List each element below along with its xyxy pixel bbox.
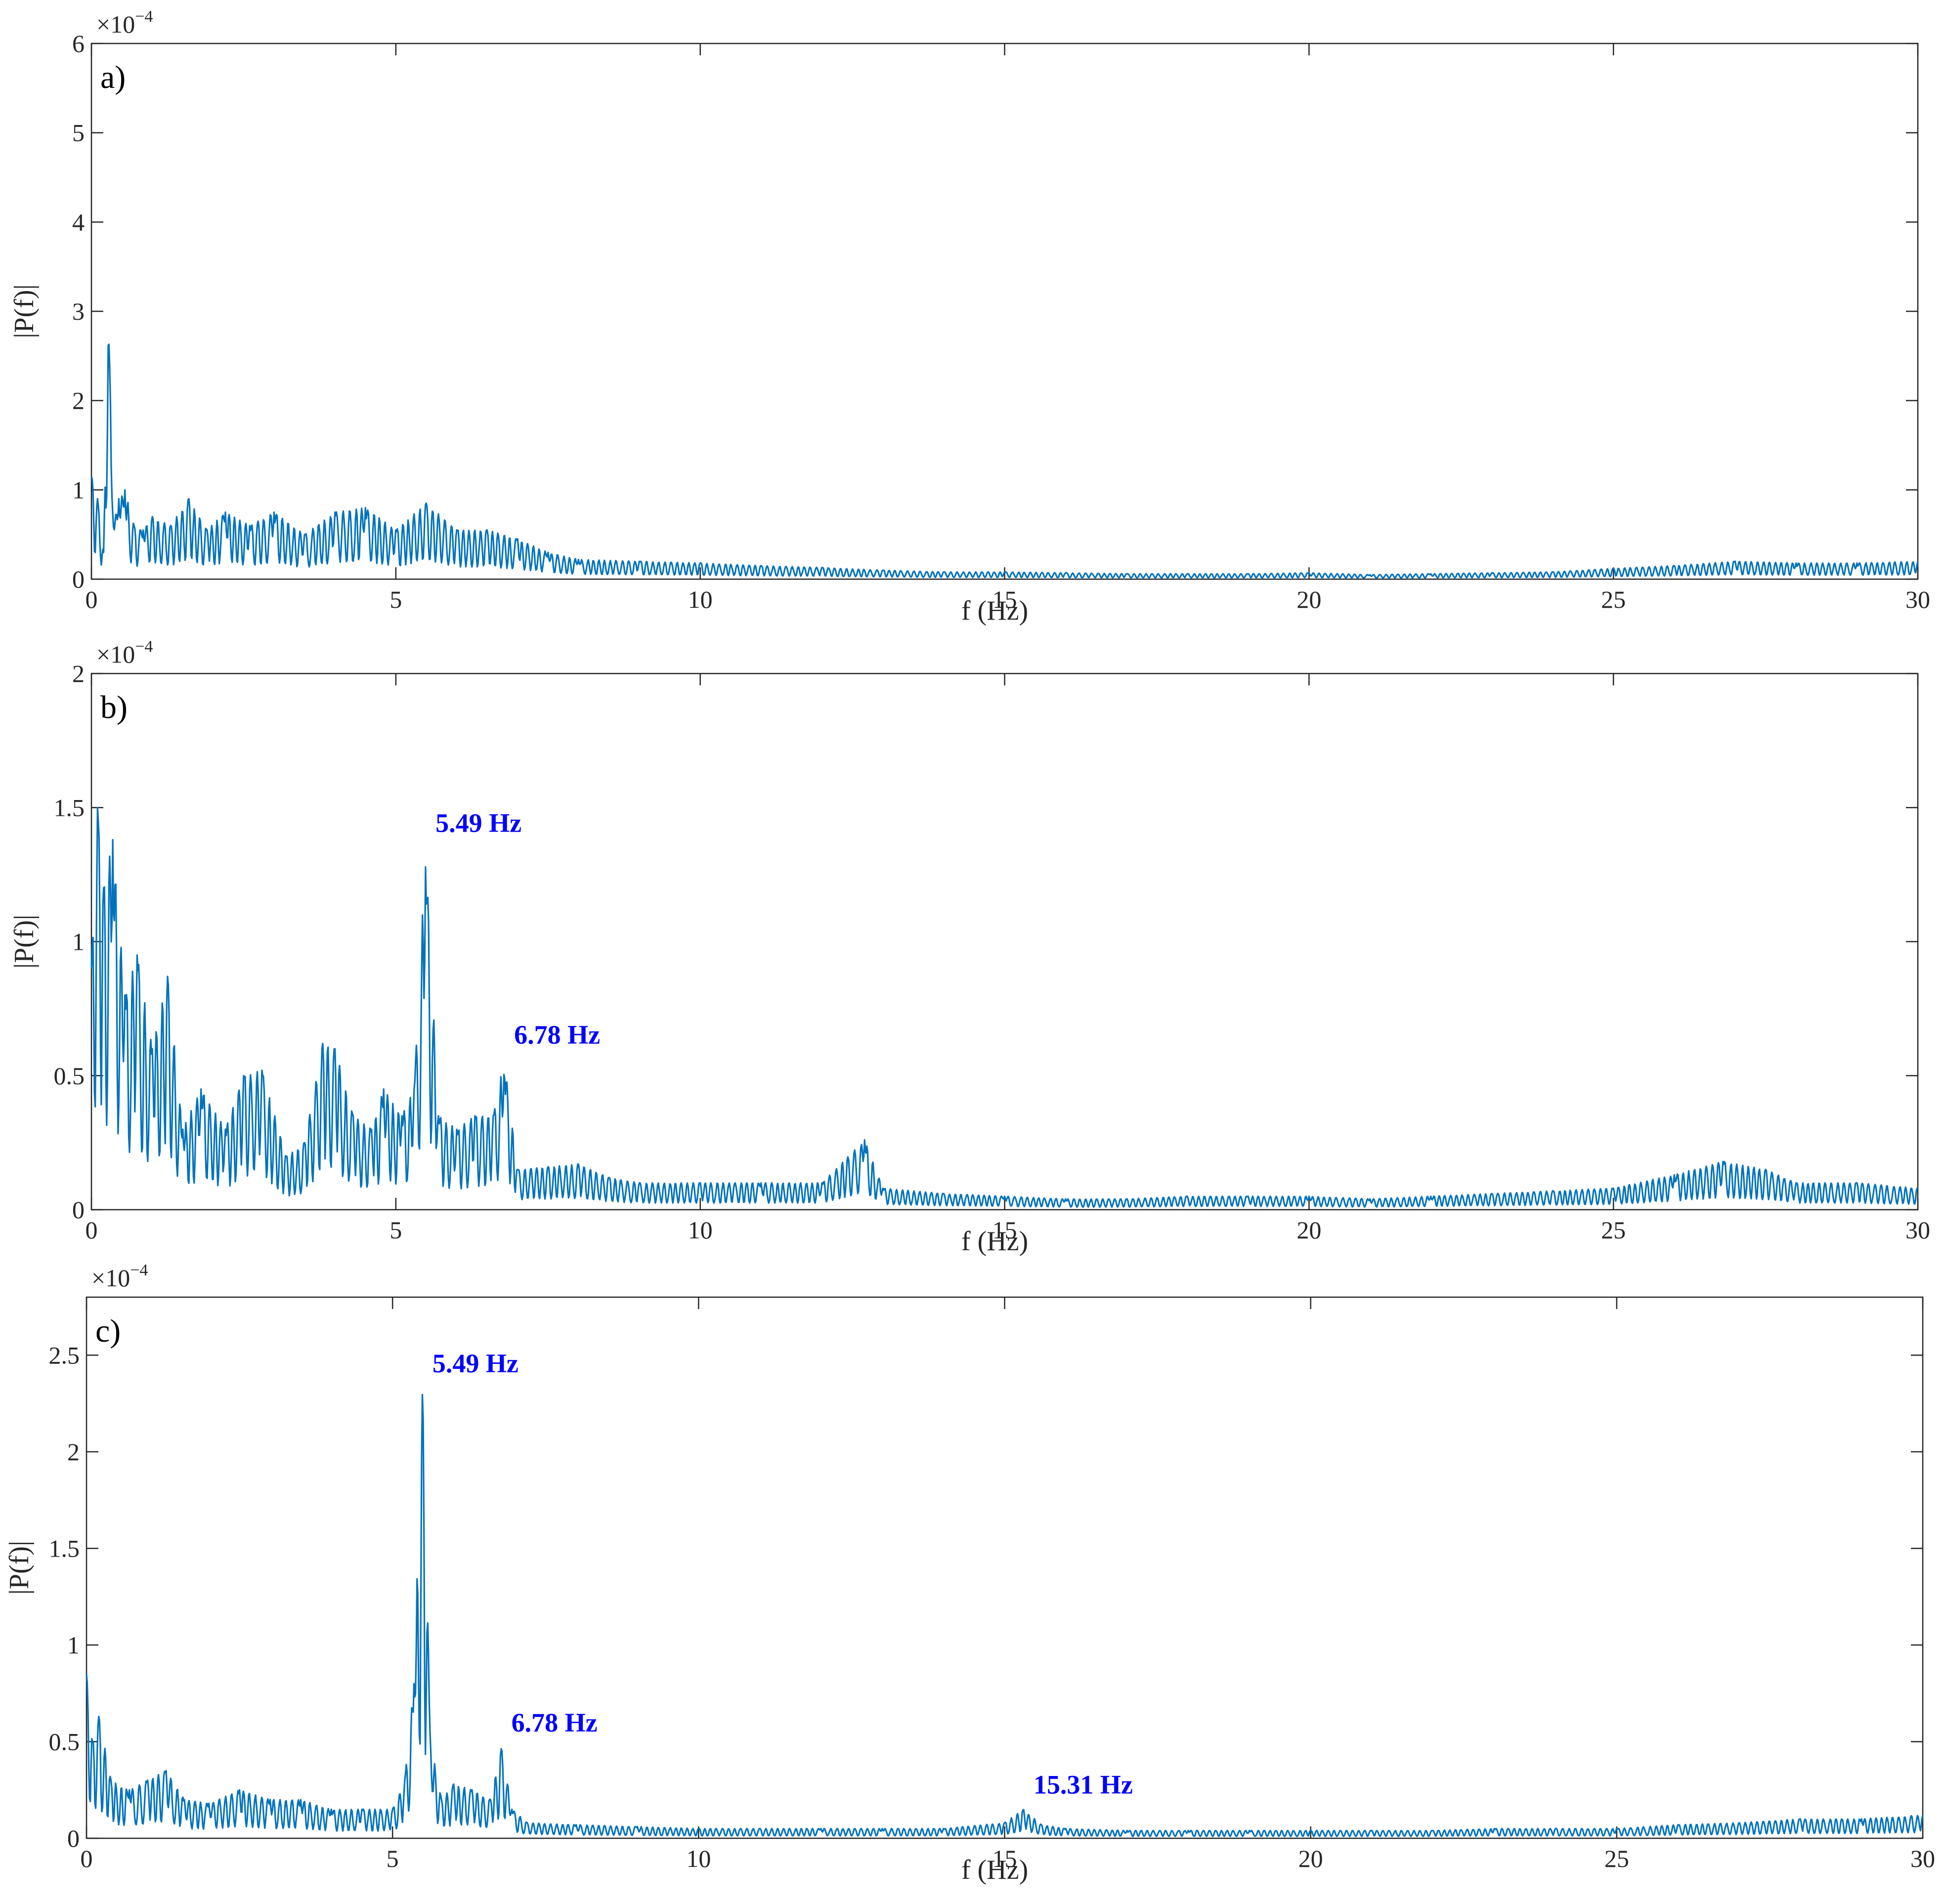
y-tick-label: 1.5 [54, 794, 85, 821]
x-tick-label: 15 [993, 1845, 1017, 1872]
y-exponent-power: −4 [135, 637, 153, 656]
peak-annotation: 5.49 Hz [435, 808, 521, 838]
x-tick-label: 30 [1905, 1216, 1930, 1244]
panel-c: 0 5 10 15 20 25 30 0 0.5 1 1.5 2 2.5 ×10−4 c) f (Hz) |P(… [4, 1261, 1935, 1885]
panel-b: 0 5 10 15 20 25 30 0 0.5 1 1.5 2 ×10−4 b) f (Hz) |P(f)|… [9, 637, 1930, 1257]
peak-annotation: 5.49 Hz [432, 1349, 519, 1378]
y-tick-label: 1 [67, 1631, 80, 1659]
y-tick-label: 1 [72, 928, 85, 956]
x-tick-label: 30 [1905, 586, 1930, 613]
y-exponent-label: ×10−4 [91, 1261, 148, 1292]
y-exponent-power: −4 [135, 7, 153, 26]
series-line [90, 343, 1919, 579]
panel-label: a) [100, 59, 126, 95]
y-tick-label: 1 [72, 476, 85, 504]
x-tick-label: 15 [993, 586, 1017, 613]
panel-label: c) [95, 1313, 121, 1349]
series-line [86, 1394, 1924, 1837]
y-exponent-power: −4 [130, 1261, 148, 1279]
x-tick-label: 20 [1298, 1845, 1323, 1872]
y-tick-label: 6 [72, 30, 85, 57]
y-tick-label: 1.5 [49, 1534, 80, 1562]
y-tick-label: 0 [72, 565, 85, 593]
x-tick-label: 5 [387, 1845, 399, 1872]
y-tick-label: 5 [72, 119, 85, 147]
peak-annotation: 6.78 Hz [514, 1020, 600, 1050]
plot-frame [86, 1296, 1924, 1839]
x-tick-label: 25 [1604, 1845, 1629, 1872]
series-line [90, 806, 1918, 1208]
y-tick-label: 2 [72, 660, 85, 687]
x-tick-label: 10 [688, 586, 713, 613]
y-tick-label: 0 [72, 1196, 85, 1224]
y-tick-label: 0.5 [54, 1062, 85, 1090]
y-exponent-base: ×10 [96, 10, 135, 38]
y-tick-label: 4 [72, 208, 85, 236]
x-tick-label: 0 [86, 586, 98, 613]
x-axis-label: f (Hz) [961, 595, 1028, 626]
y-axis-label: |P(f)| [4, 1541, 35, 1595]
x-tick-label: 5 [389, 586, 402, 613]
plot-frame [90, 42, 1919, 580]
x-tick-label: 10 [686, 1845, 711, 1872]
x-tick-label: 0 [86, 1216, 98, 1244]
x-tick-label: 20 [1297, 1216, 1321, 1244]
x-tick-label: 25 [1601, 1216, 1626, 1244]
y-tick-label: 2 [72, 387, 85, 415]
plot-frame [90, 673, 1919, 1211]
x-axis-label: f (Hz) [961, 1226, 1028, 1257]
y-exponent-label: ×10−4 [96, 637, 153, 668]
peak-annotation: 15.31 Hz [1034, 1770, 1133, 1799]
y-tick-label: 3 [72, 297, 85, 325]
panel-a: 0 5 10 15 20 25 30 0 1 2 3 4 5 6 ×10−4 a) f (Hz) |P(f)| [9, 7, 1930, 626]
x-tick-label: 10 [688, 1216, 713, 1244]
y-exponent-base: ×10 [96, 640, 135, 668]
y-tick-label: 2.5 [49, 1341, 80, 1369]
y-tick-label: 0.5 [49, 1728, 80, 1755]
x-tick-label: 25 [1601, 586, 1626, 613]
y-tick-label: 2 [67, 1438, 80, 1466]
x-tick-label: 0 [81, 1845, 93, 1872]
peak-annotation: 6.78 Hz [512, 1708, 598, 1737]
y-tick-label: 0 [67, 1824, 80, 1852]
x-tick-label: 5 [389, 1216, 402, 1244]
y-axis-label: |P(f)| [9, 915, 40, 969]
x-axis-label: f (Hz) [961, 1855, 1028, 1885]
panel-label: b) [100, 689, 128, 725]
x-tick-label: 15 [993, 1216, 1017, 1244]
y-axis-label: |P(f)| [9, 284, 40, 338]
y-exponent-base: ×10 [91, 1264, 130, 1292]
y-exponent-label: ×10−4 [96, 7, 153, 38]
x-tick-label: 30 [1910, 1845, 1935, 1872]
x-tick-label: 20 [1297, 586, 1321, 613]
